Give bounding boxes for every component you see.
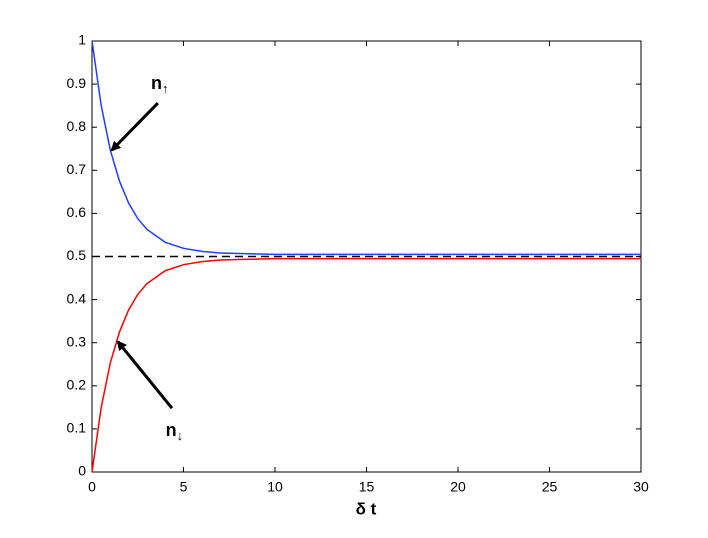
y-tick-label: 1	[78, 32, 86, 48]
annotation-subscript: ↑	[162, 82, 169, 97]
x-tick-label: 25	[542, 479, 558, 495]
annotation-arrow	[116, 340, 174, 410]
x-tick-label: 30	[633, 479, 649, 495]
y-tick-label: 0.1	[67, 420, 87, 436]
x-axis-label: δ t	[356, 499, 377, 518]
annotation: n↓	[166, 420, 184, 444]
y-tick-label: 0.3	[67, 333, 87, 349]
annotation: n↑	[151, 73, 169, 97]
annotation-text: n	[166, 420, 177, 440]
y-tick-label: 0.6	[67, 204, 87, 220]
line-series	[91, 257, 641, 473]
annotation-text: n	[151, 73, 162, 93]
x-tick-label: 10	[267, 479, 283, 495]
x-tick-label: 15	[359, 479, 375, 495]
x-tick-label: 20	[450, 479, 466, 495]
x-tick-label: 0	[88, 479, 96, 495]
y-tick-label: 0.8	[67, 118, 87, 134]
y-tick-label: 0	[78, 463, 86, 479]
y-tick-label: 0.2	[67, 377, 87, 393]
y-tick-label: 0.4	[67, 290, 87, 306]
annotation-subscript: ↓	[177, 428, 184, 443]
line-series	[91, 40, 641, 256]
annotation-arrow	[110, 102, 159, 152]
y-tick-label: 0.7	[67, 161, 87, 177]
y-tick-label: 0.9	[67, 75, 87, 91]
y-tick-label: 0.5	[67, 247, 87, 263]
x-tick-label: 5	[180, 479, 188, 495]
